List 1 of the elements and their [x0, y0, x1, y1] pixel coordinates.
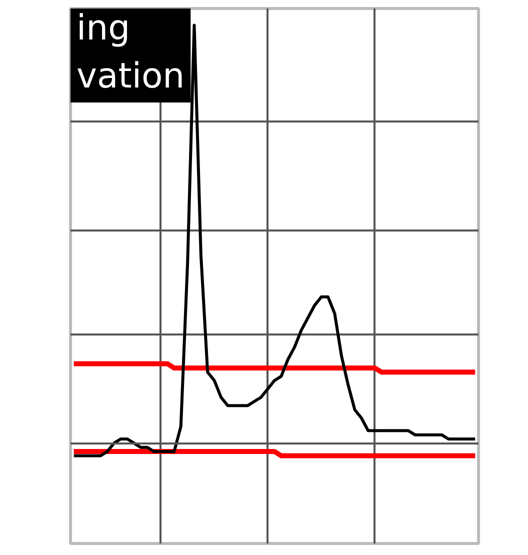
chart-title: ing vation: [76, 8, 185, 96]
